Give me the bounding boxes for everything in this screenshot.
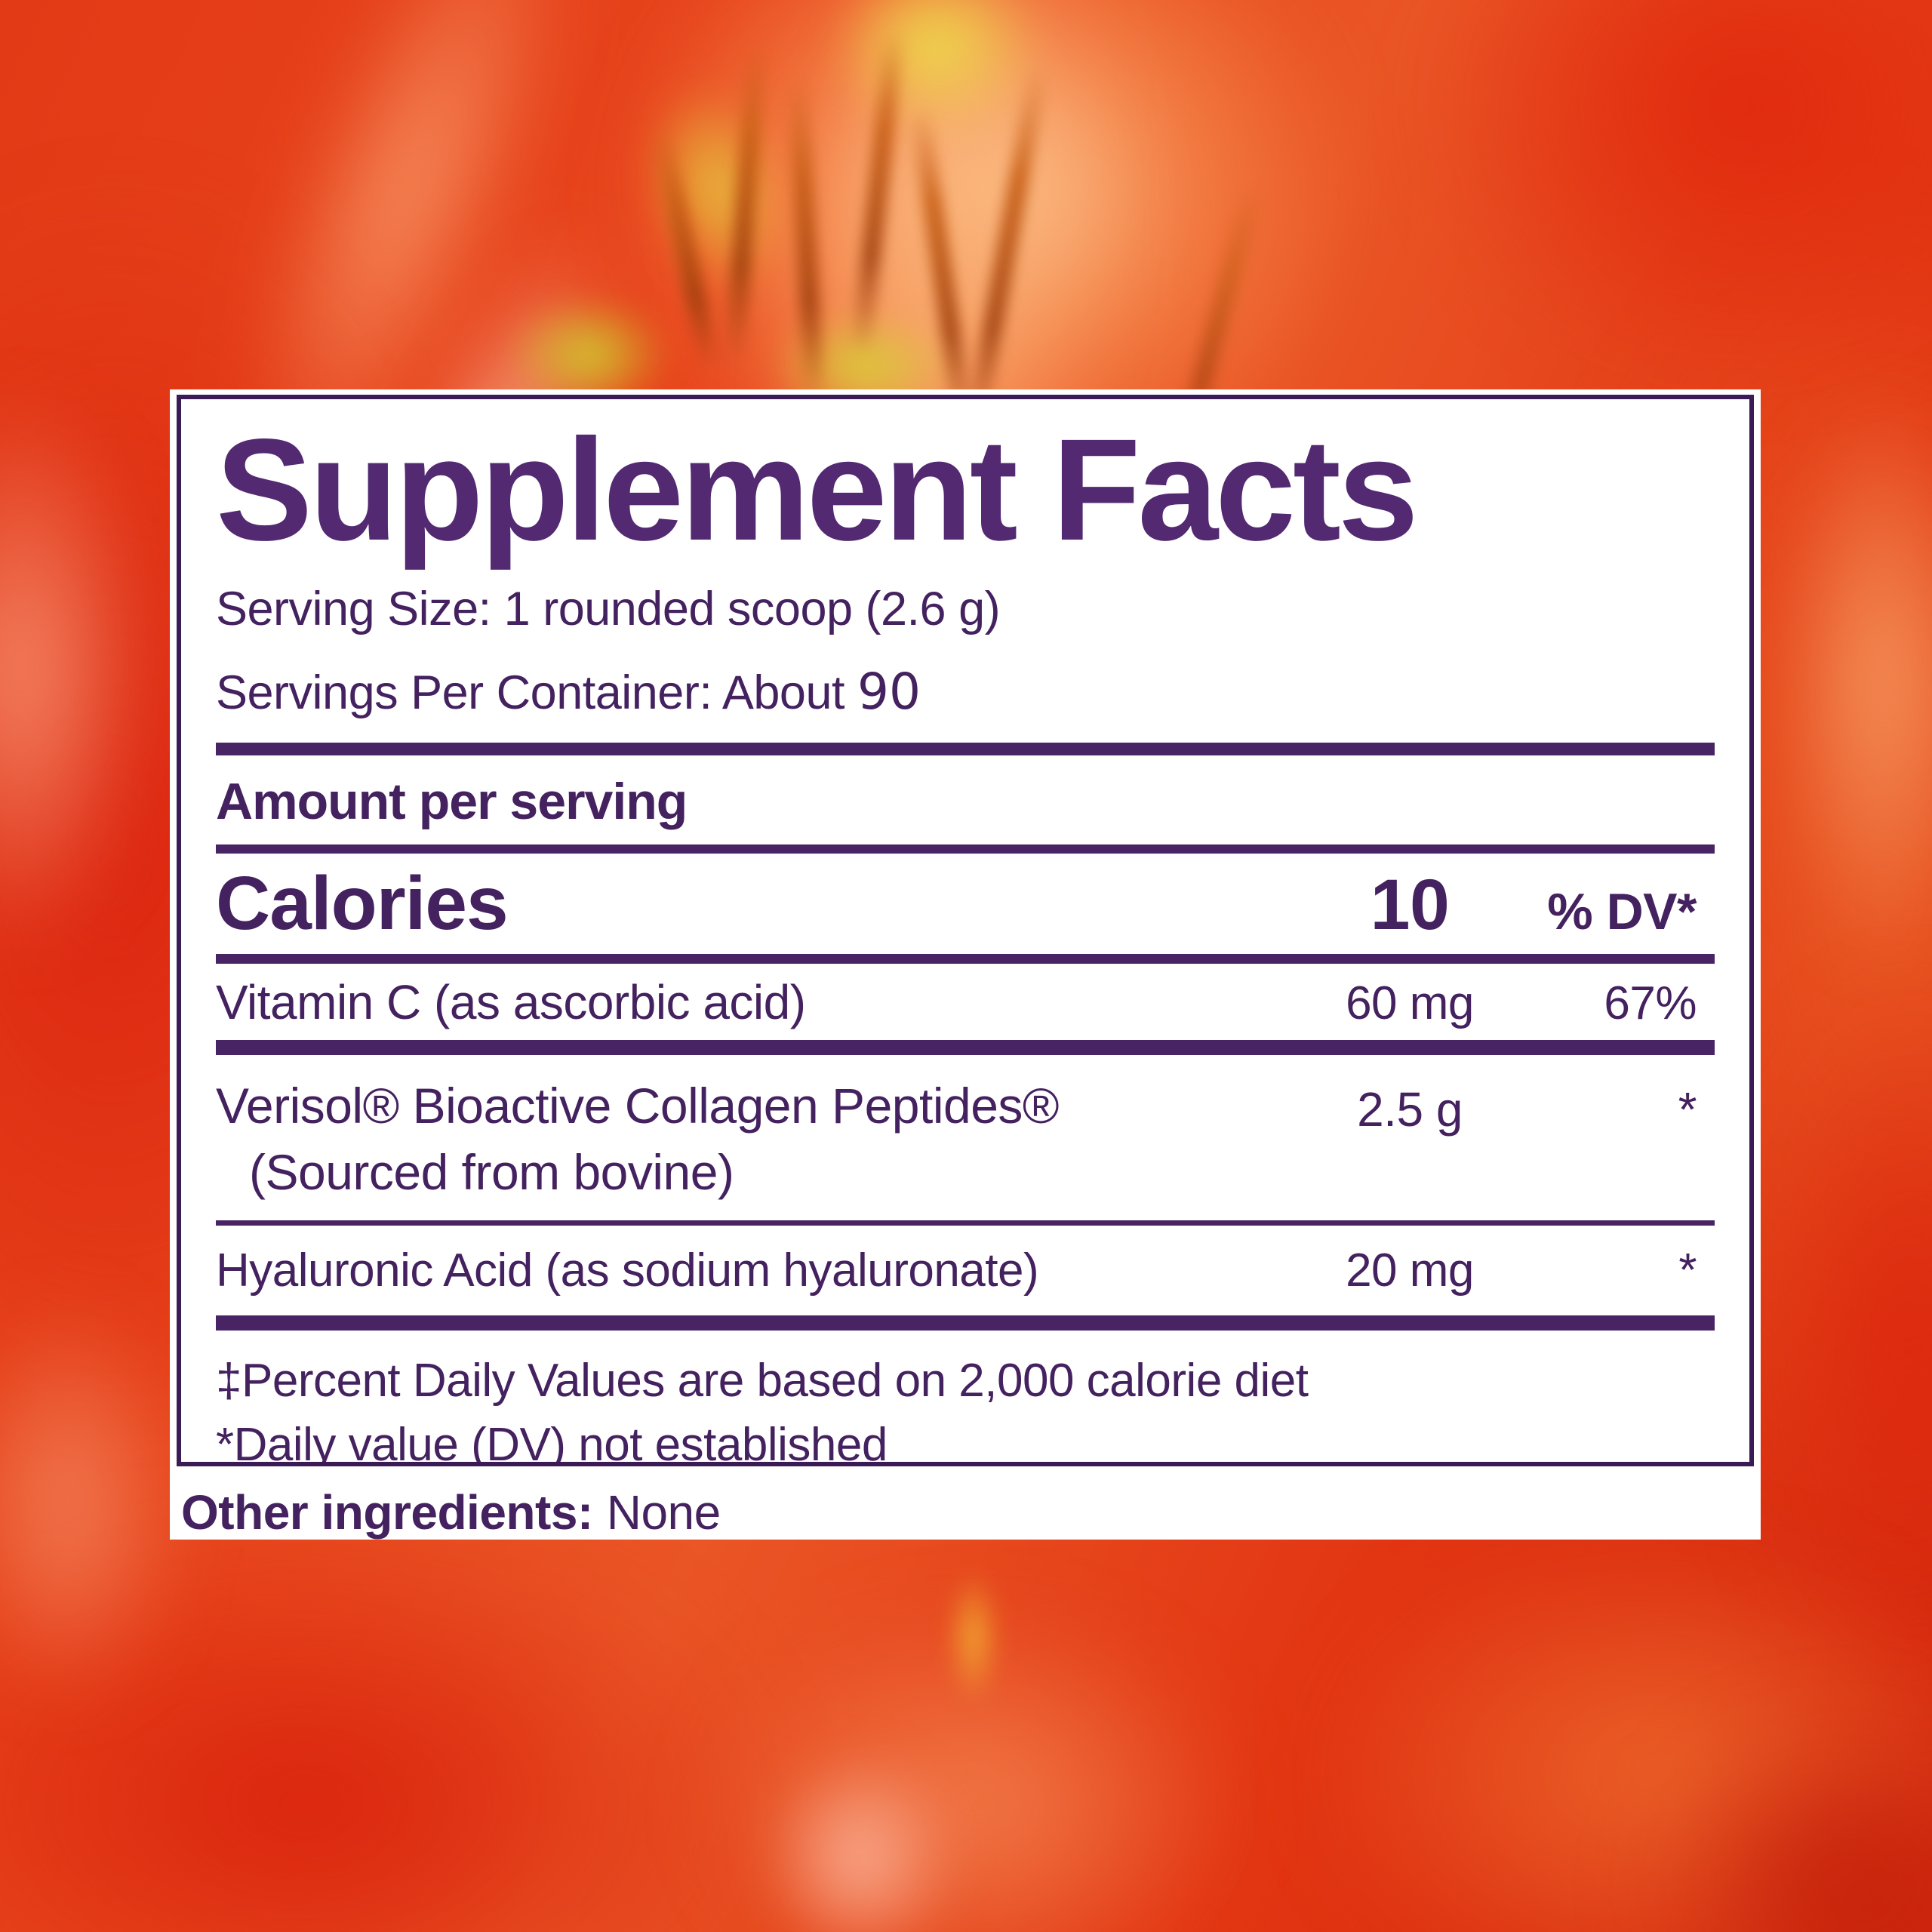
label-title: Supplement Facts: [216, 408, 1419, 571]
divider-thick: [216, 1039, 1715, 1055]
row-name: Verisol® Bioactive Collagen Peptides® (S…: [216, 1073, 1281, 1206]
row-amount: 10: [1370, 864, 1450, 945]
row-dv: *: [1678, 1081, 1697, 1137]
amount-per-serving-header: Amount per serving: [216, 772, 688, 830]
supplement-facts-label: Supplement Facts Serving Size: 1 rounded…: [170, 389, 1761, 1540]
row-name-line1: Verisol® Bioactive Collagen Peptides®: [216, 1077, 1060, 1134]
table-row-collagen-peptides: Verisol® Bioactive Collagen Peptides® (S…: [216, 1055, 1715, 1221]
row-name: Calories: [216, 860, 509, 946]
divider-thick: [216, 742, 1715, 755]
supplement-facts-box: Supplement Facts Serving Size: 1 rounded…: [177, 395, 1754, 1466]
divider-medium: [216, 953, 1715, 964]
row-amount: 60 mg: [1346, 977, 1474, 1029]
table-row-hyaluronic-acid: Hyaluronic Acid (as sodium hyaluronate) …: [216, 1226, 1715, 1315]
other-ingredients-label: Other ingredients:: [181, 1485, 593, 1540]
other-ingredients-value: None: [606, 1485, 721, 1540]
divider-thick: [216, 1315, 1715, 1331]
row-name: Hyaluronic Acid (as sodium hyaluronate): [216, 1244, 1039, 1297]
flower-anther: [947, 1570, 1000, 1706]
footnote-dv-not-established: *Daily value (DV) not established: [216, 1419, 888, 1466]
servings-per-container-text: Servings Per Container: About: [216, 666, 845, 720]
table-row-vitamin-c: Vitamin C (as ascorbic acid) 60 mg 67%: [216, 964, 1715, 1040]
flower-petal: [1419, 0, 1932, 392]
row-dv: 67%: [1604, 977, 1697, 1029]
servings-per-container-value: 90: [857, 663, 921, 721]
footnote-daily-values: ‡Percent Daily Values are based on 2,000…: [216, 1354, 1309, 1407]
row-dv: *: [1678, 1244, 1697, 1297]
row-name-line2: (Sourced from bovine): [249, 1143, 734, 1200]
serving-size-line: Serving Size: 1 rounded scoop (2.6 g): [216, 583, 1001, 636]
divider-medium: [216, 844, 1715, 854]
flower-petal-highlight: [762, 1751, 958, 1932]
row-name: Vitamin C (as ascorbic acid): [216, 974, 806, 1029]
serving-info: Serving Size: 1 rounded scoop (2.6 g) Se…: [216, 576, 1715, 728]
row-amount: 2.5 g: [1357, 1081, 1463, 1137]
flower-petal-highlight: [0, 1298, 189, 1706]
table-row-calories: Calories 10 % DV*: [216, 854, 1715, 954]
divider-thin: [216, 1220, 1715, 1226]
other-ingredients-line: Other ingredients: None: [181, 1484, 1761, 1540]
servings-per-container-line: Servings Per Container: About 90: [216, 657, 1715, 727]
dv-column-header: % DV*: [1547, 882, 1697, 940]
row-amount: 20 mg: [1346, 1244, 1474, 1297]
